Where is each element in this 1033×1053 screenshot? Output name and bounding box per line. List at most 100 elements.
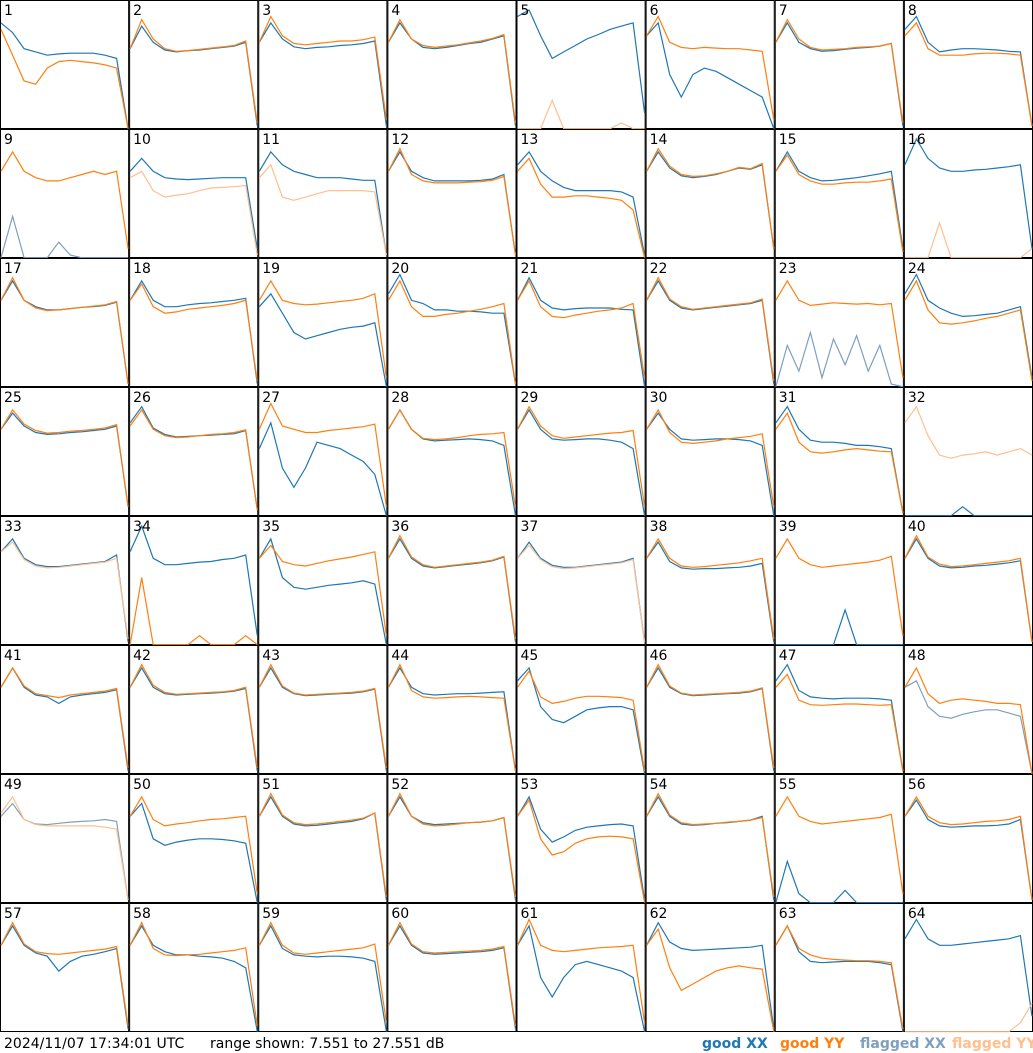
spectrum-line — [129, 663, 258, 768]
spectrum-line — [775, 607, 903, 646]
panel-border — [0, 516, 130, 645]
panel-title: 7 — [779, 3, 788, 19]
spectrum-line — [517, 669, 646, 772]
panel-title: 58 — [133, 906, 151, 922]
spectrum-line — [517, 150, 646, 256]
panel-title: 25 — [4, 390, 22, 406]
spectrum-line — [387, 921, 517, 1026]
panel-title: 50 — [133, 777, 151, 793]
panel-border — [258, 645, 388, 774]
spectrum-line — [775, 150, 904, 249]
spectrum-line — [0, 150, 129, 249]
panel-border — [516, 903, 646, 1032]
panel-title: 29 — [521, 390, 539, 406]
spectrum-line — [387, 663, 517, 772]
spectrum-line — [904, 537, 1033, 643]
spectrum-line — [775, 405, 904, 514]
panel-border — [774, 645, 904, 774]
spectrum-line — [646, 663, 775, 768]
panel-border — [387, 645, 517, 774]
spectrum-line — [0, 541, 129, 639]
spectrum-line — [904, 220, 1033, 259]
panel-border — [387, 387, 517, 516]
panel-border — [903, 774, 1033, 903]
spectrum-line — [904, 137, 1033, 249]
spectrum-line — [517, 9, 646, 114]
panel-border — [0, 129, 130, 258]
panel-border — [129, 0, 259, 129]
spectrum-line — [387, 666, 517, 772]
panel-border — [645, 258, 775, 387]
spectrum-line — [129, 170, 258, 256]
panel-border — [516, 0, 646, 129]
spectrum-line — [904, 799, 1033, 901]
panel-border — [903, 129, 1033, 258]
spectrum-line — [0, 408, 129, 507]
spectrum-line — [129, 408, 258, 510]
spectrum-line — [129, 524, 258, 636]
panel-title: 2 — [133, 3, 142, 19]
panel-border — [903, 516, 1033, 645]
spectrum-line — [775, 154, 904, 252]
spectrum-line — [904, 505, 1032, 517]
panel-border — [0, 774, 130, 903]
spectrum-line — [258, 420, 387, 516]
spectrum-line — [516, 279, 646, 378]
spectrum-line — [646, 412, 775, 516]
panel-border — [0, 387, 130, 516]
panel-title: 26 — [133, 390, 151, 406]
spectrum-line — [904, 534, 1033, 643]
spectrum-line — [129, 279, 258, 385]
spectrum-line — [258, 402, 387, 507]
spectrum-line — [0, 22, 129, 129]
panel-title: 10 — [133, 132, 151, 148]
panel-border — [645, 645, 775, 774]
spectrum-line — [516, 795, 646, 901]
panel-title: 17 — [4, 261, 22, 277]
panel-border — [774, 774, 904, 903]
spectrum-line — [516, 276, 646, 387]
spectrum-line — [0, 29, 129, 129]
panel-border — [774, 903, 904, 1032]
spectrum-line — [129, 18, 258, 123]
spectrum-line — [129, 921, 258, 1026]
panel-title: 21 — [521, 261, 539, 277]
spectrum-line — [904, 15, 1033, 127]
panel-border — [129, 516, 259, 645]
spectrum-line — [387, 534, 517, 639]
spectrum-line — [904, 1002, 1033, 1033]
panel-title: 54 — [650, 777, 668, 793]
panel-border — [0, 903, 130, 1032]
panel-border — [258, 258, 388, 387]
timestamp: 2024/11/07 17:34:01 UTC — [4, 1036, 184, 1052]
spectrum-line — [0, 214, 129, 259]
panel-border — [258, 774, 388, 903]
spectrum-line — [387, 273, 517, 385]
panel-border — [387, 516, 517, 645]
panel-border — [258, 0, 388, 129]
panel-title: 46 — [650, 648, 668, 664]
panel-border — [774, 258, 904, 387]
panel-border — [258, 903, 388, 1032]
spectrum-line — [258, 163, 387, 256]
spectrum-line — [0, 276, 129, 385]
spectrum-line — [129, 795, 258, 894]
spectrum-line — [646, 537, 775, 639]
spectrum-line — [387, 279, 517, 385]
panel-title: 37 — [521, 519, 539, 535]
panel-border — [129, 645, 259, 774]
spectrum-line — [775, 411, 904, 514]
panel-border — [387, 774, 517, 903]
panel-border — [516, 387, 646, 516]
panel-title: 49 — [4, 777, 22, 793]
panel-title: 13 — [521, 132, 539, 148]
spectrum-line — [517, 544, 646, 643]
spectrum-line — [775, 924, 904, 1030]
spectrum-line — [258, 921, 387, 1023]
spectrum-line — [904, 279, 1033, 381]
panel-title: 33 — [4, 519, 22, 535]
panel-border — [903, 387, 1033, 516]
panel-border — [774, 516, 904, 645]
